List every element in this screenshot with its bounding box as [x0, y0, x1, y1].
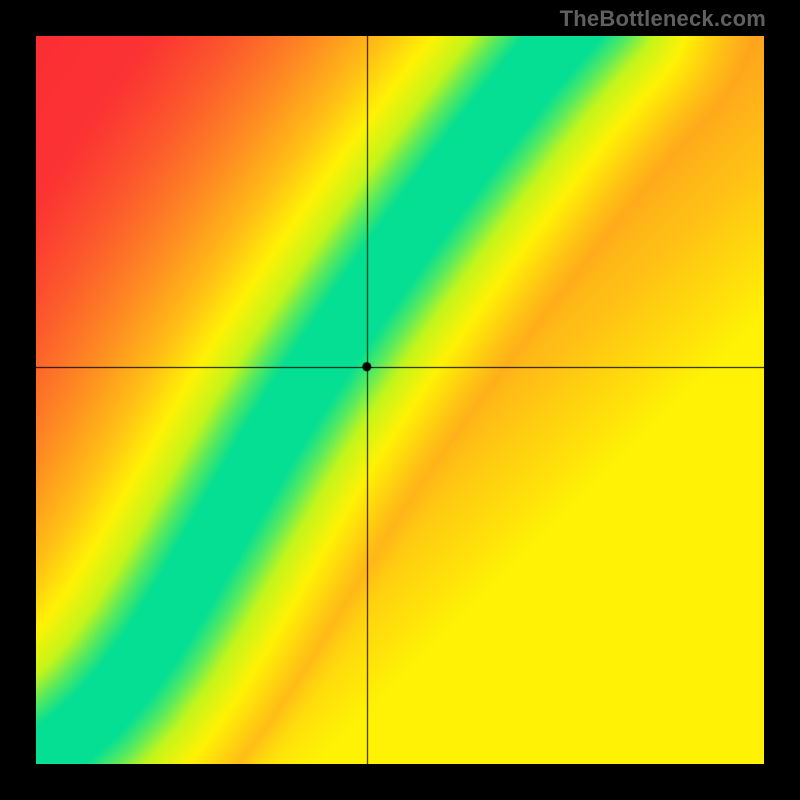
watermark-text: TheBottleneck.com [560, 6, 766, 32]
bottleneck-heatmap [36, 36, 764, 764]
chart-container: TheBottleneck.com [0, 0, 800, 800]
